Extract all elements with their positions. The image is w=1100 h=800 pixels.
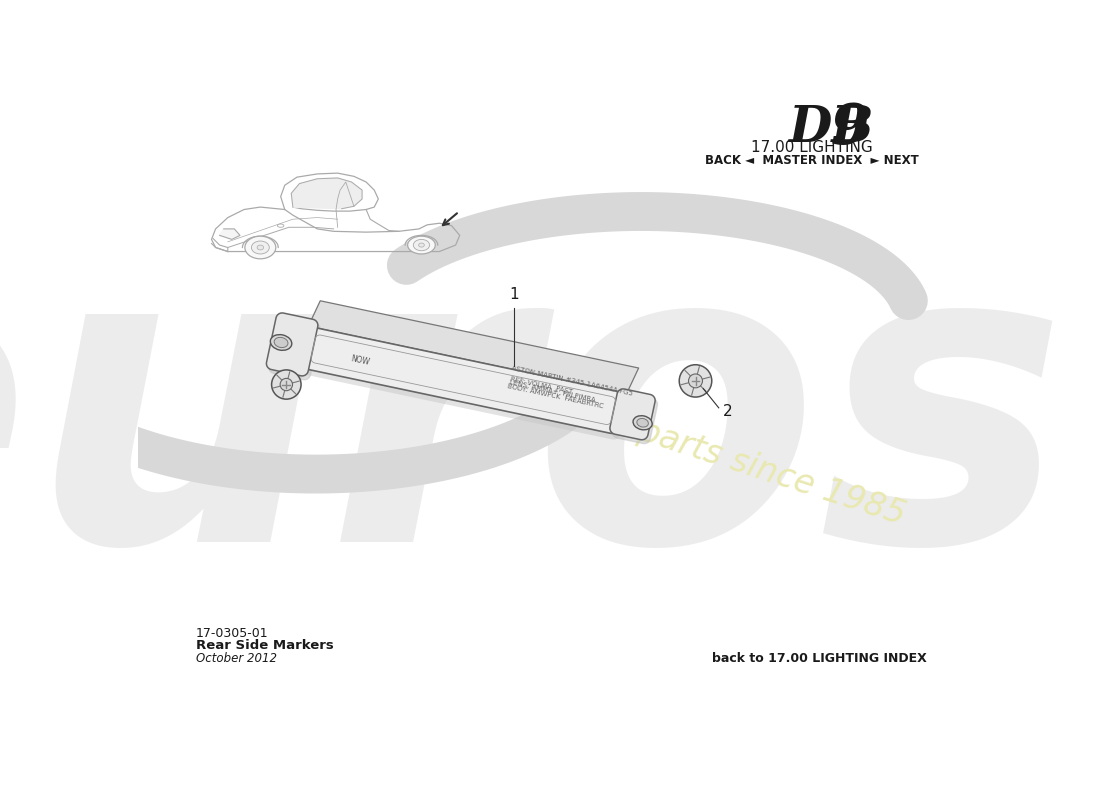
Text: NOW: NOW — [350, 354, 371, 367]
Ellipse shape — [274, 338, 288, 347]
Ellipse shape — [414, 239, 430, 250]
Ellipse shape — [245, 236, 276, 259]
Ellipse shape — [632, 416, 652, 430]
Text: BACK ◄  MASTER INDEX  ► NEXT: BACK ◄ MASTER INDEX ► NEXT — [705, 154, 918, 167]
Ellipse shape — [679, 365, 712, 397]
Text: ASTON MARTIN #345-1A6454A+G5: ASTON MARTIN #345-1A6454A+G5 — [510, 365, 632, 397]
Polygon shape — [266, 313, 318, 376]
Polygon shape — [302, 334, 627, 439]
Ellipse shape — [689, 374, 703, 388]
Ellipse shape — [419, 243, 425, 247]
Polygon shape — [613, 393, 658, 444]
Ellipse shape — [272, 370, 301, 399]
Ellipse shape — [408, 236, 436, 254]
Text: 9: 9 — [832, 101, 870, 156]
Polygon shape — [301, 328, 625, 434]
Text: a passion for parts since 1985: a passion for parts since 1985 — [420, 345, 910, 532]
Text: BODY: AMWPCK  FAEABRTRC: BODY: AMWPCK FAEABRTRC — [507, 383, 604, 410]
Polygon shape — [609, 389, 656, 440]
Ellipse shape — [271, 334, 292, 350]
Text: euros: euros — [0, 225, 1068, 629]
Text: Rear Side Markers: Rear Side Markers — [196, 639, 333, 652]
Polygon shape — [220, 229, 240, 239]
Text: 2: 2 — [723, 404, 733, 419]
Polygon shape — [308, 301, 639, 394]
Text: 17-0305-01: 17-0305-01 — [196, 627, 268, 640]
Text: October 2012: October 2012 — [196, 651, 276, 665]
Ellipse shape — [637, 418, 648, 427]
Text: 1: 1 — [509, 286, 518, 302]
Text: 17.00 LIGHTING: 17.00 LIGHTING — [751, 140, 872, 155]
Text: REF: VOLMA  PAST: REF: VOLMA PAST — [509, 377, 573, 395]
Polygon shape — [268, 317, 320, 380]
Text: LENS: AMMA+  FALPIMRA: LENS: AMMA+ FALPIMRA — [508, 379, 595, 403]
Polygon shape — [292, 178, 362, 209]
Text: DB: DB — [789, 104, 874, 153]
Ellipse shape — [277, 224, 284, 227]
Ellipse shape — [257, 245, 264, 250]
Ellipse shape — [280, 378, 293, 390]
Text: back to 17.00 LIGHTING INDEX: back to 17.00 LIGHTING INDEX — [712, 651, 927, 665]
Ellipse shape — [252, 241, 270, 254]
